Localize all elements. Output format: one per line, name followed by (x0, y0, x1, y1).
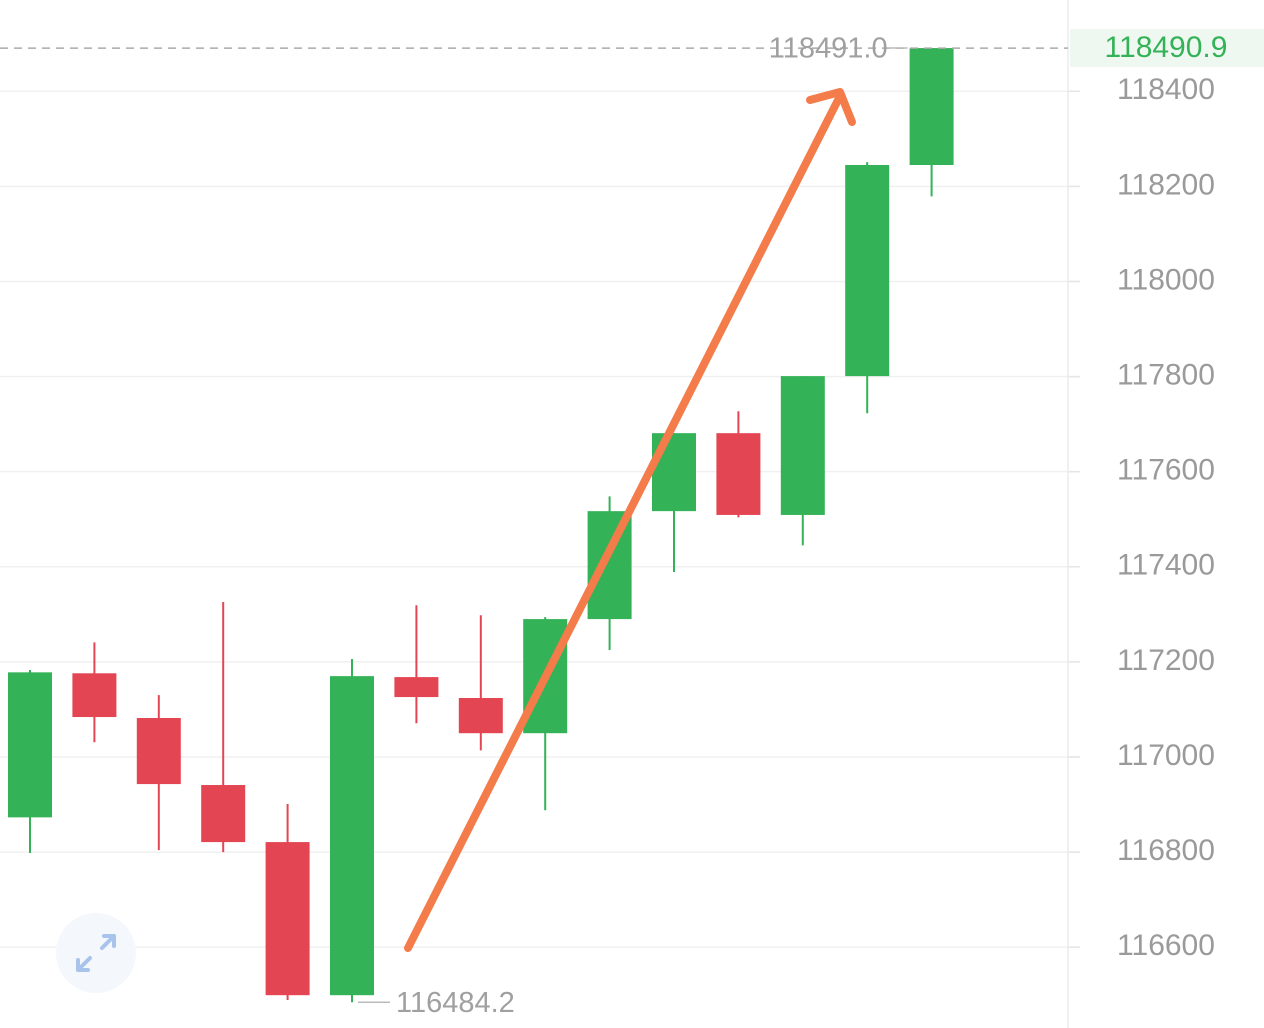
candle-body (652, 433, 696, 512)
candle-body (394, 677, 439, 698)
y-tick-label: 118000 (1117, 263, 1215, 296)
candle-body (780, 376, 825, 515)
grid: 116600 116800 117000 117200 117400 117600 1178… (0, 73, 1215, 962)
y-tick-label: 118200 (1117, 168, 1215, 201)
candle-body (72, 673, 117, 718)
last-price-box (1070, 29, 1264, 68)
candle-body (909, 48, 954, 165)
annotations: 118490.9 118491.0 116484.2 (0, 29, 1264, 1019)
y-tick-label: 116600 (1117, 929, 1215, 962)
y-tick-label: 118400 (1117, 73, 1215, 106)
candle-body (136, 717, 181, 785)
y-tick-label: 117000 (1117, 739, 1215, 772)
candle-body (330, 676, 374, 996)
candle-body (716, 433, 761, 515)
candle-body (201, 785, 246, 843)
y-tick-label: 117400 (1117, 549, 1215, 582)
last-price-label: 118490.9 (1105, 31, 1228, 64)
y-tick-label: 117200 (1117, 644, 1215, 677)
candle-body (8, 672, 52, 818)
high-marker-label: 118491.0 (769, 33, 888, 65)
low-marker-label: 116484.2 (396, 987, 515, 1019)
candle-body (845, 164, 890, 377)
y-tick-label: 116800 (1117, 834, 1215, 867)
expand-button[interactable] (56, 913, 136, 993)
trend-arrow (404, 88, 856, 952)
candle-body (265, 842, 310, 996)
y-tick-label: 117800 (1117, 359, 1215, 392)
candles (8, 48, 954, 1003)
y-tick-label: 117600 (1117, 454, 1215, 487)
candle-body (458, 698, 503, 734)
